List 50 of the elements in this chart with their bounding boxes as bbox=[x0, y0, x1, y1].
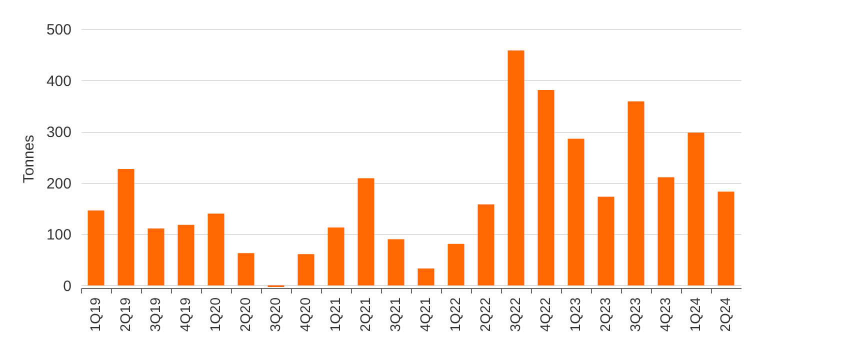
bar bbox=[118, 169, 134, 286]
bar bbox=[418, 268, 434, 286]
x-tick-label: 4Q20 bbox=[297, 297, 313, 332]
bar bbox=[688, 132, 704, 286]
x-tick-label: 3Q22 bbox=[507, 297, 523, 332]
bar bbox=[568, 138, 584, 286]
y-axis-title: Tonnes bbox=[20, 134, 38, 184]
x-tick-label: 2Q24 bbox=[717, 297, 733, 332]
bar bbox=[478, 204, 494, 286]
bar bbox=[508, 50, 524, 286]
x-tick-label: 1Q19 bbox=[87, 297, 103, 332]
bar bbox=[538, 90, 554, 286]
bar bbox=[628, 101, 644, 286]
bar bbox=[88, 210, 104, 286]
bar bbox=[718, 192, 734, 286]
x-tick-label: 2Q23 bbox=[597, 297, 613, 332]
bar bbox=[208, 214, 224, 286]
y-tick-label: 400 bbox=[46, 72, 72, 90]
bar bbox=[178, 224, 194, 286]
x-tick-label: 3Q19 bbox=[147, 297, 163, 332]
y-tick-label: 500 bbox=[46, 22, 72, 38]
x-tick-label: 2Q19 bbox=[117, 297, 133, 332]
x-tick-label: 3Q23 bbox=[627, 297, 643, 332]
x-tick-label: 4Q23 bbox=[657, 297, 673, 332]
bar bbox=[388, 239, 404, 286]
bar bbox=[238, 253, 254, 286]
bar bbox=[298, 254, 314, 286]
x-tick-label: 1Q22 bbox=[447, 297, 463, 332]
x-tick-label: 1Q20 bbox=[207, 297, 223, 332]
x-tick-label: 2Q20 bbox=[237, 297, 253, 332]
x-tick-label: 2Q21 bbox=[357, 297, 373, 332]
y-tick-label: 300 bbox=[46, 124, 72, 142]
x-tick-label: 1Q23 bbox=[567, 297, 583, 332]
x-tick-label: 4Q22 bbox=[537, 297, 553, 332]
bar bbox=[448, 244, 464, 286]
x-tick-label: 3Q20 bbox=[267, 297, 283, 332]
x-tick-label: 1Q21 bbox=[327, 297, 343, 332]
x-tick-label: 2Q22 bbox=[477, 297, 493, 332]
x-tick-label: 4Q19 bbox=[177, 297, 193, 332]
y-tick-label: 200 bbox=[46, 175, 72, 192]
bar bbox=[148, 228, 164, 286]
y-tick-label: 0 bbox=[63, 278, 72, 295]
bar bbox=[358, 178, 374, 286]
x-tick-label: 4Q21 bbox=[417, 297, 433, 332]
y-tick-label: 100 bbox=[46, 226, 72, 244]
bar bbox=[598, 196, 614, 286]
x-tick-label: 1Q24 bbox=[687, 297, 703, 332]
bar bbox=[328, 227, 344, 286]
bar bbox=[658, 177, 674, 286]
x-tick-label: 3Q21 bbox=[387, 297, 403, 332]
